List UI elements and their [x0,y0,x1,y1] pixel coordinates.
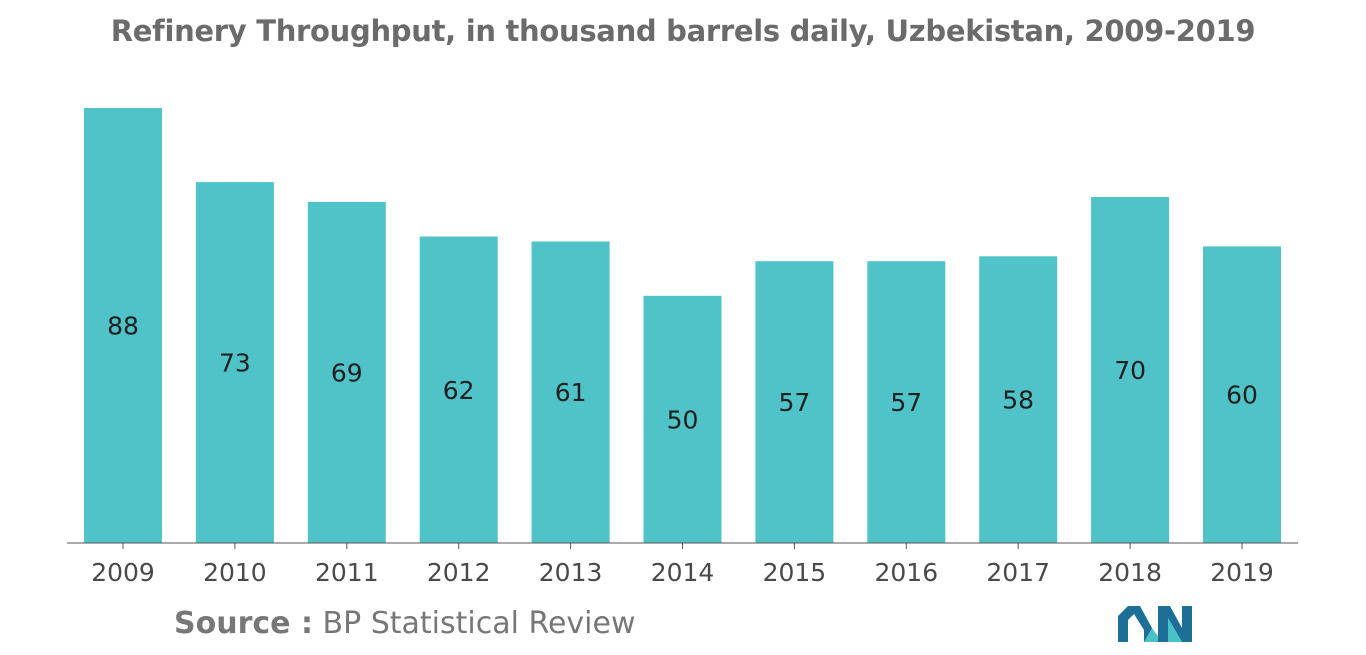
bar-2012 [419,236,498,543]
bar-value-label-2016: 57 [890,388,922,417]
bar-2016 [867,261,946,543]
x-tick-label-2009: 2009 [91,558,155,587]
bar-2018 [1091,197,1170,543]
bar-2015 [755,261,834,543]
bar-value-label-2014: 50 [667,405,699,434]
bar-2019 [1203,246,1281,543]
bar-value-label-2009: 88 [107,312,139,341]
x-tick-label-2019: 2019 [1210,558,1274,587]
value-labels-group: 88 73 69 62 61 50 57 57 58 70 60 [107,312,1258,435]
bars-group [84,108,1281,543]
x-tick-label-2018: 2018 [1098,558,1162,587]
bar-value-label-2019: 60 [1226,381,1258,410]
x-tick-labels-group: 2009 2010 2011 2012 2013 2014 2015 2016 2017 2018… [91,558,1274,587]
logo-middle-shape [1144,628,1162,642]
logo-left-shape [1118,606,1152,642]
bar-2017 [979,256,1058,543]
bar-value-label-2017: 58 [1002,386,1034,415]
bar-value-label-2015: 57 [778,388,810,417]
bar-2013 [531,241,610,543]
x-tick-label-2013: 2013 [539,558,603,587]
source-text: BP Statistical Review [312,606,636,641]
bar-2011 [307,201,386,543]
x-tick-label-2015: 2015 [763,558,827,587]
x-tick-label-2010: 2010 [203,558,267,587]
x-tick-label-2014: 2014 [651,558,715,587]
bar-value-label-2011: 69 [331,359,363,388]
x-tick-label-2012: 2012 [427,558,491,587]
mordor-intelligence-logo-icon [1118,606,1192,642]
x-tick-label-2017: 2017 [986,558,1050,587]
bar-2010 [195,182,274,543]
logo-accent-shape [1168,618,1182,642]
x-tick-label-2011: 2011 [315,558,379,587]
chart-title: Refinery Throughput, in thousand barrels… [110,14,1256,48]
x-tick-label-2016: 2016 [874,558,938,587]
bar-value-label-2013: 61 [555,378,587,407]
source-note: Source : BP Statistical Review [174,606,636,641]
x-ticks-group [122,543,1243,549]
logo-right-shape [1158,606,1192,642]
bar-value-label-2018: 70 [1114,356,1146,385]
bar-2014 [643,295,722,543]
source-label: Source : [174,606,313,641]
bar-value-label-2012: 62 [443,376,475,405]
bar-2009 [84,108,162,543]
bar-value-label-2010: 73 [219,349,251,378]
